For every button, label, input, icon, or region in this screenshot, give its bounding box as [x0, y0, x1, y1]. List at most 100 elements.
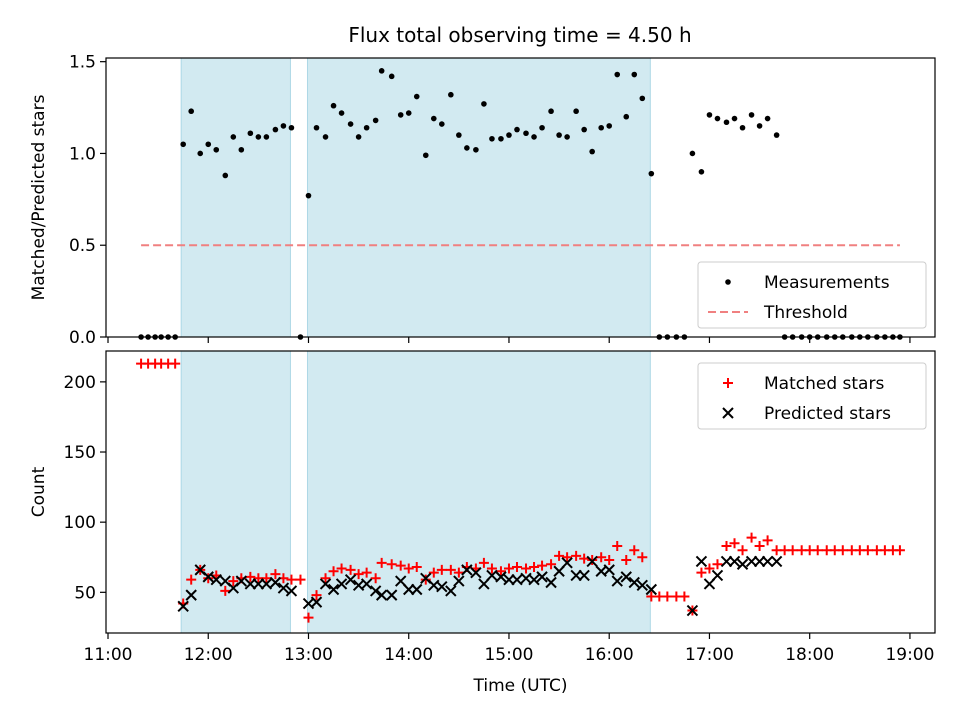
y-tick-label: 0.0: [69, 328, 96, 348]
predicted-star-point: [495, 571, 507, 583]
measurement-point: [573, 108, 579, 115]
measurement-point: [372, 117, 379, 124]
measurement-point: [489, 135, 495, 142]
predicted-star-point: [636, 579, 649, 592]
ratio-panel: 0.0 0.5 1.0 1.5 Matched/Predicted stars Measu…: [29, 53, 936, 348]
measurement-point: [230, 134, 237, 140]
predicted-star-point: [770, 555, 783, 568]
measurement-point: [347, 121, 354, 127]
measurement-point: [773, 132, 780, 138]
predicted-star-point: [260, 578, 273, 590]
measurement-point: [589, 148, 595, 155]
matched-star-point: [503, 563, 514, 574]
legend-label: Matched stars: [764, 374, 884, 394]
measurement-point: [213, 146, 220, 153]
measurement-point: [506, 132, 512, 138]
measurement-point: [706, 112, 713, 118]
measurement-point: [723, 119, 730, 126]
matched-star-point: [328, 566, 339, 577]
predicted-star-point: [177, 600, 189, 613]
shaded-interval-2: [306, 350, 651, 634]
predicted-star-point: [202, 571, 214, 583]
x-axis-label: Time (UTC): [473, 676, 568, 696]
predicted-star-point: [545, 576, 557, 589]
measurement-point: [456, 132, 462, 138]
matched-star-point: [228, 576, 239, 587]
measurement-point: [313, 124, 320, 131]
predicted-star-point: [411, 583, 423, 596]
measurement-point: [514, 126, 520, 133]
predicted-star-point: [461, 564, 473, 576]
matched-star-point: [361, 567, 372, 578]
matched-star-point: [353, 569, 364, 580]
measurement-point: [689, 150, 696, 157]
predicted-star-point: [711, 569, 724, 582]
matched-star-point: [170, 358, 181, 369]
measurement-point: [539, 124, 545, 131]
matched-star-point: [311, 590, 322, 601]
measurement-point: [330, 102, 337, 109]
matched-star-point: [345, 564, 356, 575]
x-tick-label: 13:00: [284, 645, 333, 665]
predicted-star-point: [235, 575, 248, 587]
measurement-point: [322, 134, 329, 140]
y-tick-label: 1.5: [69, 53, 96, 73]
measurement-point: [764, 115, 771, 122]
predicted-star-point: [369, 585, 382, 597]
matched-star-point: [436, 564, 447, 575]
measurement-point: [355, 134, 362, 140]
measurement-point: [305, 192, 312, 199]
matched-star-point: [596, 552, 607, 563]
predicted-star-point: [210, 573, 222, 586]
measurement-point: [531, 134, 537, 140]
measurement-point: [523, 130, 529, 137]
measurement-point: [548, 108, 554, 115]
matched-star-point: [554, 550, 565, 561]
measurement-point: [464, 145, 470, 151]
predicted-star-point: [620, 571, 632, 583]
matched-star-point: [320, 573, 331, 584]
matched-star-point: [762, 535, 773, 546]
matched-star-point: [629, 545, 640, 556]
predicted-star-point: [436, 580, 448, 593]
measurement-point: [272, 126, 279, 133]
matched-star-point: [837, 545, 848, 556]
legend-label: Threshold: [763, 303, 848, 323]
matched-star-point: [186, 574, 197, 585]
predicted-star-point: [385, 589, 398, 601]
matched-star-point: [411, 562, 422, 573]
measurement-point: [378, 68, 385, 74]
measurement-point: [498, 135, 504, 142]
measurement-point: [255, 134, 262, 140]
x-tick-label: 12:00: [184, 645, 233, 665]
x-tick-label: 15:00: [484, 645, 533, 665]
matched-star-point: [303, 612, 314, 623]
matched-star-point: [270, 569, 281, 580]
matched-star-point: [370, 573, 381, 584]
predicted-star-point: [470, 566, 482, 579]
matched-star-point: [754, 541, 765, 552]
matched-star-point: [521, 563, 532, 574]
x-tick-label: 14:00: [384, 645, 433, 665]
predicted-star-point: [611, 575, 623, 587]
measurement-point: [197, 150, 204, 157]
matched-star-point: [704, 563, 715, 574]
matched-star-point: [637, 552, 648, 563]
matched-star-point: [579, 553, 590, 564]
measurement-point: [714, 115, 721, 122]
matched-star-point: [336, 563, 347, 574]
legend-matched-marker: [723, 378, 733, 388]
matched-star-point: [453, 567, 464, 578]
measurement-point: [238, 146, 245, 153]
matched-star-point: [395, 560, 406, 571]
shaded-interval-2: [306, 57, 651, 338]
measurement-point: [222, 172, 229, 179]
shaded-interval-1: [180, 57, 291, 338]
measurement-point: [439, 121, 445, 127]
measurement-point: [180, 141, 186, 148]
axes-frame: [105, 57, 936, 338]
predicted-star-point: [185, 589, 197, 601]
matched-star-point: [245, 571, 256, 582]
measurement-point: [606, 123, 613, 129]
